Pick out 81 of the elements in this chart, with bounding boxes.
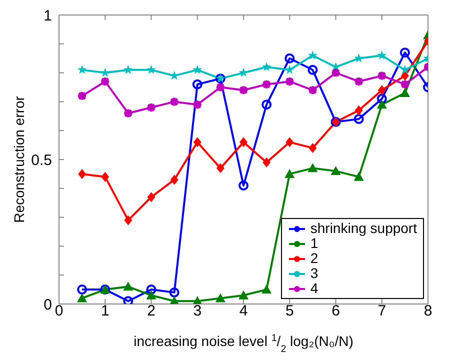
x-tick-label: 2 [147,302,156,320]
y-tick-label: 0.5 [31,152,52,169]
y-axis-title: Reconstruction error [10,96,27,223]
x-tick-label: 6 [332,302,340,320]
point [77,293,88,302]
point [123,64,133,74]
point [193,137,202,148]
x-axis-title: increasing noise level $^{1}$/$_{2}$ log₂(N₀/N) [134,332,354,354]
point [215,293,226,302]
point [262,100,272,110]
point [262,62,272,72]
x-tick-label: 1 [100,302,110,320]
point [330,166,341,176]
point [238,84,249,96]
point [376,100,387,109]
point [146,64,156,74]
point [100,76,110,87]
point [192,79,202,90]
point [261,79,272,90]
point [354,105,363,116]
point [169,287,180,298]
point [146,102,156,113]
point [354,172,364,181]
legend-label: 1 [310,235,318,251]
point [215,82,226,92]
point [308,163,318,172]
point [77,64,87,74]
point [123,282,134,291]
point [400,88,410,98]
x-tick-label: 8 [424,302,432,320]
point [100,68,110,77]
point [307,84,318,96]
point [376,70,388,81]
x-tick-label: 0 [54,302,64,320]
point [284,168,295,178]
point [377,50,387,60]
point [354,53,364,62]
point [123,296,134,304]
point [192,64,202,74]
legend-label: 2 [310,250,318,266]
point [147,192,156,202]
point [77,284,88,295]
point [378,85,386,96]
point [122,108,134,119]
point [124,215,132,226]
point [169,96,180,107]
point [286,137,294,148]
point [354,114,364,124]
point [262,284,272,294]
x-tick-label: 7 [378,302,386,320]
point [146,284,156,295]
point [354,76,364,87]
point [240,137,248,148]
point [308,142,317,153]
legend-label: 3 [310,265,318,281]
point [146,290,156,300]
point [400,70,409,81]
point [400,64,410,74]
point [192,99,203,110]
point [376,94,387,104]
point [400,79,410,90]
point [308,64,318,75]
x-tick-label: 4 [239,302,248,320]
point [284,53,295,64]
legend-label: shrinking support [310,220,417,236]
point [284,76,295,87]
point [78,168,86,179]
point [238,290,248,300]
point [238,180,248,191]
point [308,50,318,60]
x-tick-label: 5 [285,302,294,320]
point [262,157,271,168]
x-tick-label: 3 [193,302,202,320]
point [400,48,410,58]
point [284,64,294,74]
legend-label: 4 [310,280,318,296]
point [330,68,341,78]
point [101,172,110,182]
point [170,174,178,185]
point [216,163,224,174]
y-tick-label: 1 [44,7,52,24]
